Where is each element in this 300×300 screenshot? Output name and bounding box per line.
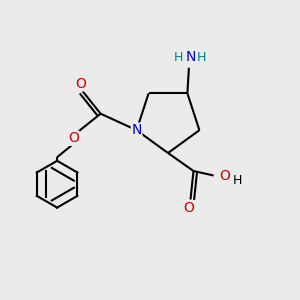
Text: N: N (131, 123, 142, 137)
Text: O: O (68, 131, 79, 145)
Text: O: O (184, 201, 194, 215)
Text: H: H (174, 51, 183, 64)
Text: O: O (76, 77, 87, 91)
Text: N: N (185, 50, 196, 64)
Text: H: H (233, 173, 242, 187)
Text: H: H (197, 51, 206, 64)
Text: O: O (219, 169, 230, 182)
